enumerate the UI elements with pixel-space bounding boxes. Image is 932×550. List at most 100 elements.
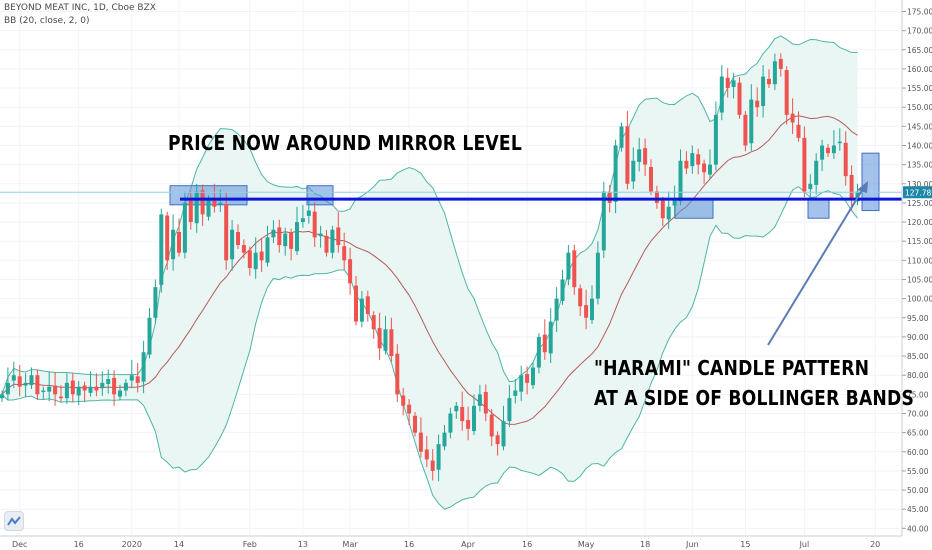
- candle-body: [253, 252, 258, 270]
- time-axis-label: 16: [404, 540, 414, 549]
- tradingview-logo-icon[interactable]: [4, 511, 24, 531]
- candle-body: [401, 395, 406, 406]
- candle-body: [17, 376, 22, 387]
- candle-body: [696, 154, 701, 165]
- price-axis-label: 155.00: [907, 84, 932, 93]
- time-axis-label: 2020: [122, 540, 142, 549]
- time-axis: [0, 536, 932, 550]
- candle-body: [448, 413, 453, 433]
- price-axis-label: 120.00: [907, 218, 932, 227]
- candle-body: [849, 174, 854, 200]
- candle-body: [88, 386, 93, 393]
- candle-body: [241, 245, 246, 253]
- candle-body: [743, 114, 748, 146]
- candle-body: [182, 202, 187, 253]
- candle-body: [354, 285, 358, 322]
- price-axis-label: 165.00: [907, 46, 932, 55]
- candle-body: [371, 315, 376, 330]
- candle-body: [590, 298, 594, 321]
- candle-body: [778, 58, 783, 69]
- candle-body: [70, 380, 75, 395]
- candle-body: [194, 191, 199, 224]
- candle-body: [660, 200, 665, 219]
- candle-body: [271, 229, 276, 238]
- time-axis-label: Jul: [799, 540, 810, 549]
- price-axis-label: 90.00: [907, 333, 929, 342]
- candle-body: [554, 298, 559, 321]
- candle-body: [796, 124, 801, 138]
- candle-body: [23, 382, 28, 386]
- candle-body: [584, 305, 589, 318]
- time-axis-label: Mar: [343, 540, 359, 549]
- candle-body: [365, 296, 370, 314]
- candle-body: [336, 227, 341, 246]
- candle-body: [318, 233, 323, 237]
- candle-body: [206, 199, 211, 217]
- candle-body: [489, 414, 494, 437]
- candle-body: [342, 246, 347, 261]
- highlight-box: [861, 152, 880, 212]
- time-axis-label: 14: [174, 540, 184, 549]
- candle-body: [424, 449, 429, 460]
- candle-body: [619, 126, 624, 148]
- candle-body: [82, 385, 87, 391]
- candle-body: [218, 202, 223, 205]
- time-axis-label: 16: [74, 540, 84, 549]
- candle-body: [212, 199, 217, 207]
- time-axis-label: 18: [640, 540, 650, 549]
- candle-body: [177, 232, 181, 253]
- last-price-badge-text: 127.78: [905, 188, 931, 197]
- candle-body: [613, 145, 618, 202]
- price-axis-label: 150.00: [907, 103, 932, 112]
- chart-symbol-title: BEYOND MEAT INC, 1D, Cboe BZX: [4, 3, 156, 13]
- candle-body: [572, 250, 577, 288]
- candle-body: [690, 153, 695, 167]
- candle-body: [389, 329, 394, 357]
- price-axis-label: 40.00: [907, 524, 929, 533]
- candle-body: [359, 298, 364, 322]
- time-axis-label: 20: [870, 540, 880, 549]
- price-axis-label: 100.00: [907, 295, 932, 304]
- candle-body: [542, 334, 547, 353]
- highlight-box: [306, 185, 334, 206]
- candle-body: [536, 336, 541, 368]
- candle-body: [772, 61, 777, 85]
- price-axis-label: 45.00: [907, 505, 929, 514]
- candle-body: [407, 404, 412, 414]
- candle-body: [643, 148, 648, 165]
- candle-body: [761, 76, 766, 107]
- candle-body: [129, 375, 134, 381]
- candle-body: [11, 375, 16, 381]
- candle-body: [94, 386, 99, 391]
- candle-body: [495, 435, 500, 445]
- annotation-mirror-level: PRICE NOW AROUND MIRROR LEVEL: [168, 131, 522, 155]
- candle-body: [289, 232, 294, 249]
- candle-body: [837, 141, 842, 144]
- candle-body: [513, 390, 518, 396]
- candle-body: [200, 190, 205, 215]
- candle-body: [767, 78, 771, 85]
- candle-body: [324, 235, 329, 253]
- price-axis-label: 50.00: [907, 486, 929, 495]
- candle-body: [595, 252, 600, 299]
- price-axis-label: 125.00: [907, 199, 932, 208]
- candle-body: [64, 382, 69, 399]
- candle-body: [436, 444, 441, 470]
- candle-body: [59, 396, 63, 399]
- price-axis-label: 115.00: [907, 237, 932, 246]
- candle-body: [383, 329, 388, 351]
- candle-body: [413, 415, 417, 433]
- time-axis-label: Apr: [461, 540, 476, 549]
- candle-body: [472, 405, 476, 432]
- candle-body: [637, 149, 642, 162]
- candle-body: [477, 394, 482, 406]
- candle-body: [224, 204, 229, 261]
- candle-body: [460, 406, 465, 422]
- candle-body: [118, 390, 122, 397]
- annotation-arrow: [767, 186, 865, 346]
- candle-body: [531, 367, 535, 386]
- candle-body: [501, 421, 506, 447]
- candle-body: [713, 114, 718, 165]
- candle-body: [702, 163, 707, 173]
